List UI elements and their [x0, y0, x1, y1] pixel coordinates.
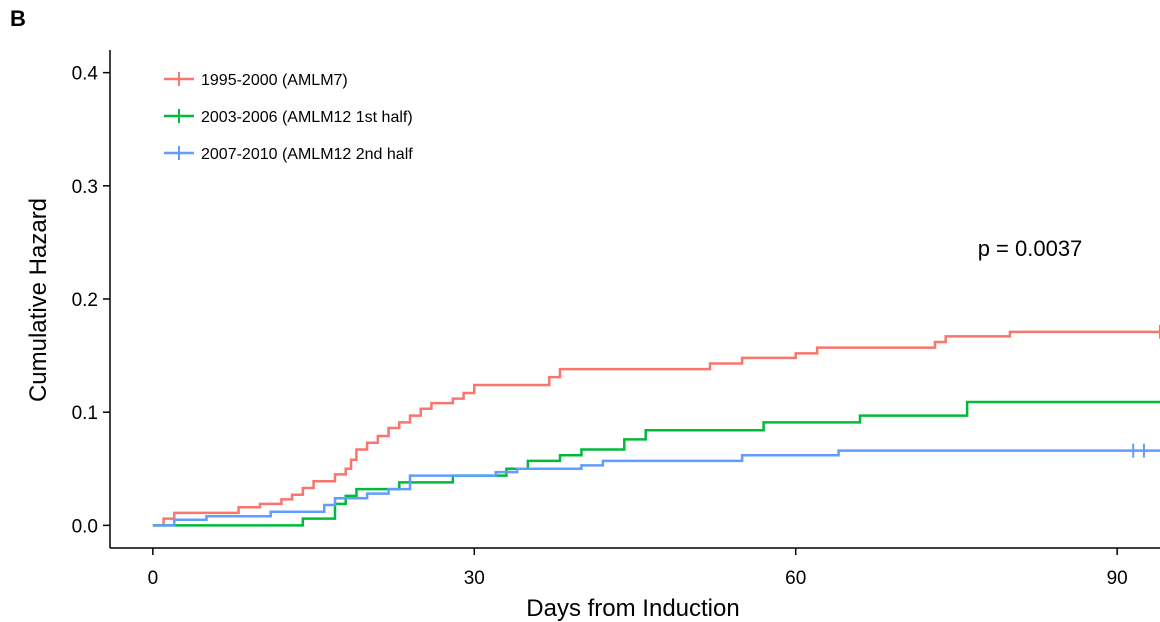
y-axis-label: Cumulative Hazard: [25, 198, 52, 402]
series-layer: [152, 324, 1160, 527]
y-tick-label: 0.2: [72, 290, 98, 311]
y-tick-label: 0.0: [72, 516, 98, 537]
p-value-annotation: p = 0.0037: [978, 236, 1083, 261]
series-line-1: [152, 330, 1160, 527]
legend-label: 1995-2000 (AMLM7): [201, 72, 348, 89]
x-ticks: 0 30 60 90: [148, 548, 1128, 589]
y-tick-label: 0.4: [72, 64, 99, 85]
x-tick-label: 0: [148, 568, 159, 589]
x-tick-label: 90: [1107, 568, 1128, 589]
y-tick-label: 0.1: [72, 403, 98, 424]
legend-label: 2007-2010 (AMLM12 2nd half: [201, 146, 413, 163]
x-tick-label: 30: [464, 568, 485, 589]
legend-label: 2003-2006 (AMLM12 1st half): [201, 109, 413, 126]
y-tick-label: 0.3: [72, 177, 98, 198]
y-ticks: 0.0 0.1 0.2 0.3 0.4: [72, 64, 110, 537]
panel-label: B: [10, 6, 26, 31]
axes: 0 30 60 90 0.0 0.1 0.2 0.3 0.4: [72, 50, 1160, 589]
x-axis-label: Days from Induction: [526, 595, 739, 622]
series-line-3: [152, 449, 1160, 527]
legend: 1995-2000 (AMLM7) 2003-2006 (AMLM12 1st h…: [164, 72, 413, 163]
series-line-2: [152, 400, 1160, 527]
x-tick-label: 60: [785, 568, 806, 589]
